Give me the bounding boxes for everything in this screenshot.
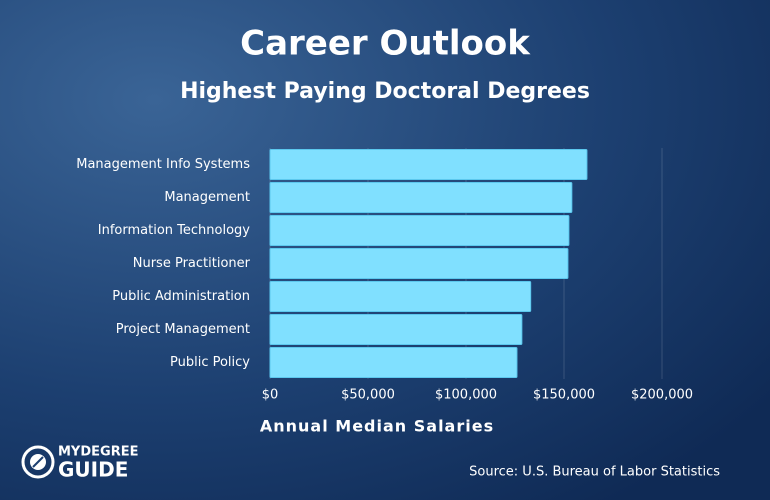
bar xyxy=(269,347,518,378)
x-tick-label: $100,000 xyxy=(435,388,497,403)
logo-text: GUIDE xyxy=(58,458,128,482)
bar xyxy=(269,248,569,279)
bar xyxy=(269,314,523,345)
logo-text: MYDEGREE xyxy=(58,445,138,460)
x-axis-label: Annual Median Salaries xyxy=(260,417,494,436)
source-note: Source: U.S. Bureau of Labor Statistics xyxy=(469,465,720,480)
y-tick-label: Project Management xyxy=(116,322,250,337)
y-tick-label: Nurse Practitioner xyxy=(133,256,251,271)
bar xyxy=(269,149,588,180)
chart-subtitle: Highest Paying Doctoral Degrees xyxy=(180,79,590,104)
x-tick-label: $50,000 xyxy=(341,388,395,403)
bar xyxy=(269,182,573,213)
y-tick-label: Management xyxy=(164,190,250,205)
x-tick-label: $0 xyxy=(262,388,279,403)
x-tick-label: $200,000 xyxy=(631,388,693,403)
bar xyxy=(269,281,532,312)
y-tick-label: Management Info Systems xyxy=(76,157,250,172)
y-tick-label: Information Technology xyxy=(98,223,251,238)
bar xyxy=(269,215,570,246)
logo-icon xyxy=(21,445,55,479)
y-tick-label: Public Policy xyxy=(170,355,250,370)
y-tick-label: Public Administration xyxy=(112,289,250,304)
chart-title: Career Outlook xyxy=(240,24,531,64)
x-tick-label: $150,000 xyxy=(533,388,595,403)
